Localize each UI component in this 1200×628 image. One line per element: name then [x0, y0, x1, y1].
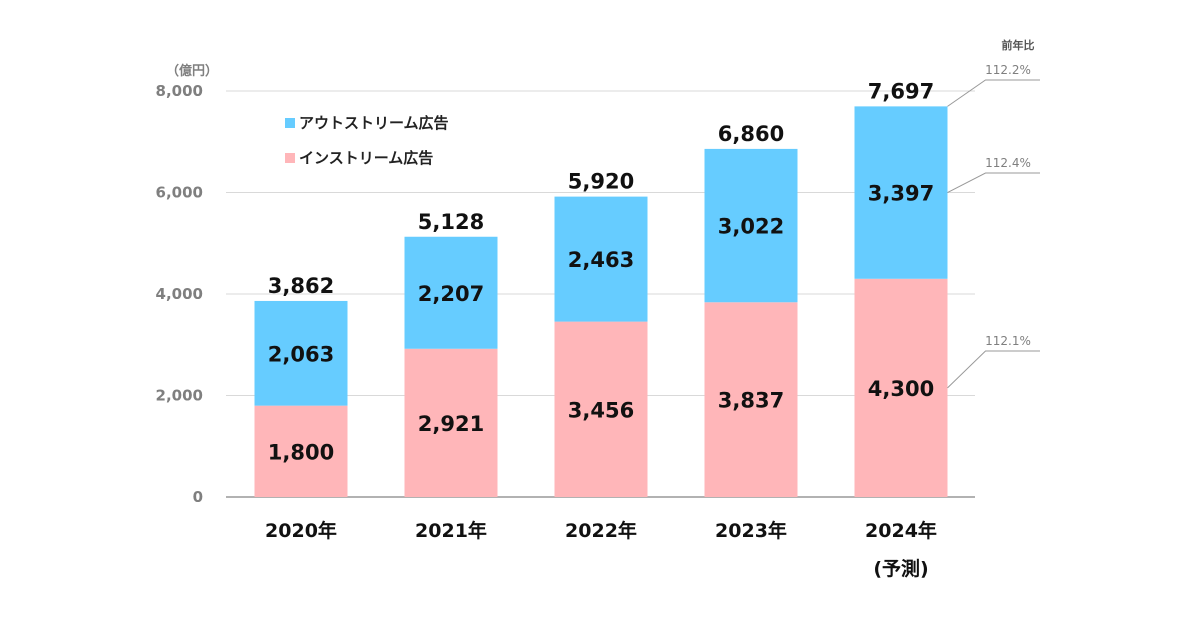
yoy-label: 112.1%	[985, 334, 1031, 348]
bar-segment	[704, 148, 798, 303]
x-tick-label: 2023年	[715, 519, 787, 542]
bar-segment	[704, 302, 798, 497]
y-tick-label: 0	[193, 488, 203, 506]
x-tick-label: 2022年	[565, 519, 637, 542]
unit-label: （億円）	[166, 63, 218, 79]
total-value-label: 5,920	[568, 170, 634, 194]
yoy-label: 112.4%	[985, 156, 1031, 170]
bar-segment	[554, 321, 648, 497]
yoy-leader-line	[947, 79, 1040, 107]
segment-value-label: 3,022	[718, 215, 784, 239]
legend-swatch	[285, 118, 295, 128]
yoy-leader-line	[947, 350, 1040, 389]
yoy-label: 112.2%	[985, 63, 1031, 77]
segment-value-label: 2,921	[418, 412, 484, 436]
yoy-annotations: 前年比 112.2% 112.4% 112.1%	[947, 38, 1040, 389]
legend-label: インストリーム広告	[299, 149, 433, 167]
y-tick-label: 6,000	[156, 184, 203, 202]
legend-swatch	[285, 153, 295, 163]
bar-segment	[854, 106, 948, 279]
yoy-leader-line	[947, 172, 1040, 194]
segment-value-label: 4,300	[868, 377, 934, 401]
segment-value-label: 3,397	[868, 182, 934, 206]
bar-segment	[854, 278, 948, 497]
total-value-label: 7,697	[868, 79, 934, 103]
bars	[254, 106, 948, 497]
x-tick-label: 2020年	[265, 519, 337, 542]
y-axis: （億円） 0 2,000 4,000 6,000 8,000	[156, 63, 218, 506]
total-value-label: 5,128	[418, 210, 484, 234]
bar-segment	[554, 196, 648, 322]
bar-segment	[254, 405, 348, 497]
x-tick-label: 2024年	[865, 519, 937, 542]
yoy-header: 前年比	[1002, 38, 1035, 52]
x-axis: 2020年 2021年 2022年 2023年 2024年 (予測)	[265, 519, 937, 580]
segment-value-label: 2,207	[418, 282, 484, 306]
total-value-label: 6,860	[718, 122, 784, 146]
y-tick-label: 8,000	[156, 82, 203, 100]
x-tick-note: (予測)	[873, 557, 928, 580]
y-tick-label: 4,000	[156, 285, 203, 303]
segment-value-label: 3,837	[718, 389, 784, 413]
total-value-label: 3,862	[268, 274, 334, 298]
segment-value-label: 3,456	[568, 398, 634, 422]
segment-value-label: 1,800	[268, 440, 334, 464]
legend-label: アウトストリーム広告	[299, 114, 449, 132]
segment-value-label: 2,463	[568, 248, 634, 272]
bar-segment	[404, 236, 498, 349]
data-labels: 1,800 2,063 3,862 2,921 2,207 5,128 3,456 2,463…	[268, 79, 934, 464]
y-tick-label: 2,000	[156, 387, 203, 405]
bar-segment	[254, 300, 348, 406]
bar-segment	[404, 348, 498, 497]
segment-value-label: 2,063	[268, 342, 334, 366]
x-tick-label: 2021年	[415, 519, 487, 542]
